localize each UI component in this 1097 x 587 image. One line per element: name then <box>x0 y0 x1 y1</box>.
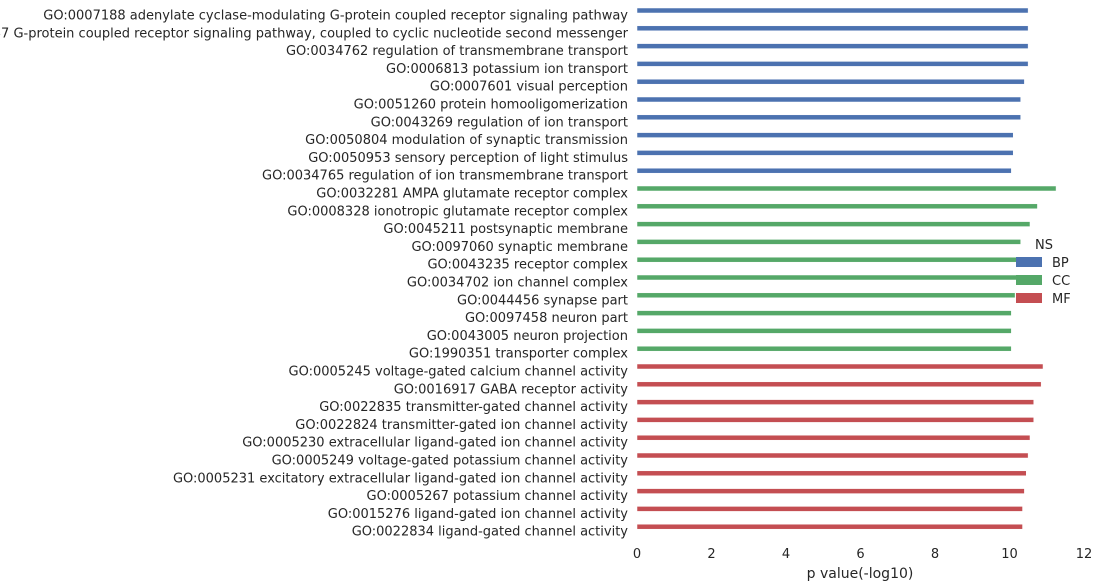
bar-cc <box>636 274 1018 281</box>
category-label: GO:0015276 ligand-gated ion channel acti… <box>328 507 629 522</box>
legend-swatch-cc <box>1016 275 1042 285</box>
bar-cc <box>636 256 1020 263</box>
bar-cc <box>636 185 1057 192</box>
bar-cc <box>636 203 1038 210</box>
bar-cc <box>636 345 1012 352</box>
category-label: GO:0006813 potassium ion transport <box>386 62 628 77</box>
x-tick-label: 6 <box>856 547 864 562</box>
category-label: GO:0005230 extracellular ligand-gated io… <box>242 436 628 451</box>
category-label: GO:0022835 transmitter-gated channel act… <box>319 400 628 415</box>
bar-bp <box>636 7 1029 14</box>
bar-mf <box>636 417 1034 423</box>
legend-label-cc: CC <box>1052 274 1070 289</box>
x-tick-label: 4 <box>782 547 790 562</box>
category-label: GO:0097458 neuron part <box>465 311 628 326</box>
x-axis-ticks-group: 0 2 4 6 8 10 12 <box>633 547 1092 562</box>
bar-cc <box>636 221 1031 227</box>
x-tick-label: 2 <box>707 547 715 562</box>
bar-mf <box>636 506 1023 512</box>
category-label: GO:0043005 neuron projection <box>427 329 628 344</box>
category-label: GO:0007187 G-protein coupled receptor si… <box>0 26 629 41</box>
category-label: GO:0034762 regulation of transmembrane t… <box>286 44 628 59</box>
bar-bp <box>636 43 1029 49</box>
category-label: GO:0034702 ion channel complex <box>407 276 628 291</box>
category-label: GO:0022824 transmitter-gated ion channel… <box>295 418 628 433</box>
category-label: GO:0022834 ligand-gated channel activity <box>352 525 629 540</box>
bar-mf <box>636 523 1023 530</box>
bars-group <box>636 7 1057 530</box>
bar-mf <box>636 381 1042 388</box>
category-label: GO:0005249 voltage-gated potassium chann… <box>272 454 629 469</box>
bar-mf <box>636 434 1031 441</box>
bar-mf <box>636 399 1034 405</box>
legend-label-bp: BP <box>1052 256 1069 271</box>
bar-mf <box>636 363 1044 370</box>
bar-bp <box>636 61 1029 67</box>
category-label: GO:0043269 regulation of ion transport <box>371 115 628 130</box>
x-axis-title: p value(-log10) <box>807 566 914 582</box>
category-label: GO:0097060 synaptic membrane <box>411 240 628 255</box>
bar-bp <box>636 96 1021 103</box>
bar-bp <box>636 25 1029 32</box>
category-label: GO:0044456 synapse part <box>457 293 628 308</box>
category-labels-group: GO:0007188 adenylate cyclase-modulating … <box>0 9 629 540</box>
legend-swatch-mf <box>1016 293 1042 303</box>
category-label: GO:0050804 modulation of synaptic transm… <box>305 133 628 148</box>
category-label: GO:0008328 ionotropic glutamate receptor… <box>287 204 628 219</box>
bar-cc <box>636 239 1021 245</box>
category-label: GO:0050953 sensory perception of light s… <box>308 151 628 166</box>
legend: NS BP CC MF <box>1016 238 1071 307</box>
category-label: GO:0007601 visual perception <box>430 80 628 95</box>
x-tick-label: 8 <box>931 547 939 562</box>
category-label: GO:0016917 GABA receptor activity <box>394 382 629 397</box>
bar-mf <box>636 470 1027 477</box>
category-label: GO:0005267 potassium channel activity <box>367 489 629 504</box>
category-label: GO:0034765 regulation of ion transmembra… <box>262 169 628 184</box>
bar-bp <box>636 150 1014 156</box>
bar-bp <box>636 132 1014 138</box>
bar-mf <box>636 488 1025 494</box>
bar-cc <box>636 328 1012 334</box>
bar-cc <box>636 310 1012 316</box>
x-tick-label: 0 <box>633 547 641 562</box>
x-tick-label: 12 <box>1076 547 1093 562</box>
bar-bp <box>636 78 1025 85</box>
category-label: GO:0032281 AMPA glutamate receptor compl… <box>316 187 628 202</box>
bar-bp <box>636 167 1012 174</box>
bar-cc <box>636 292 1016 299</box>
bar-mf <box>636 452 1029 459</box>
bar-bp <box>636 114 1021 121</box>
legend-title: NS <box>1035 238 1053 253</box>
category-label: GO:0007188 adenylate cyclase-modulating … <box>43 9 628 24</box>
legend-swatch-bp <box>1016 257 1042 267</box>
category-label: GO:0051260 protein homooligomerization <box>354 98 628 113</box>
category-label: GO:0005245 voltage-gated calcium channel… <box>289 365 629 380</box>
x-tick-label: 10 <box>1001 547 1018 562</box>
legend-label-mf: MF <box>1052 292 1071 307</box>
category-label: GO:1990351 transporter complex <box>409 347 628 362</box>
category-label: GO:0043235 receptor complex <box>427 258 628 273</box>
category-label: GO:0005231 excitatory extracellular liga… <box>173 471 628 486</box>
category-label: GO:0045211 postsynaptic membrane <box>383 222 628 237</box>
